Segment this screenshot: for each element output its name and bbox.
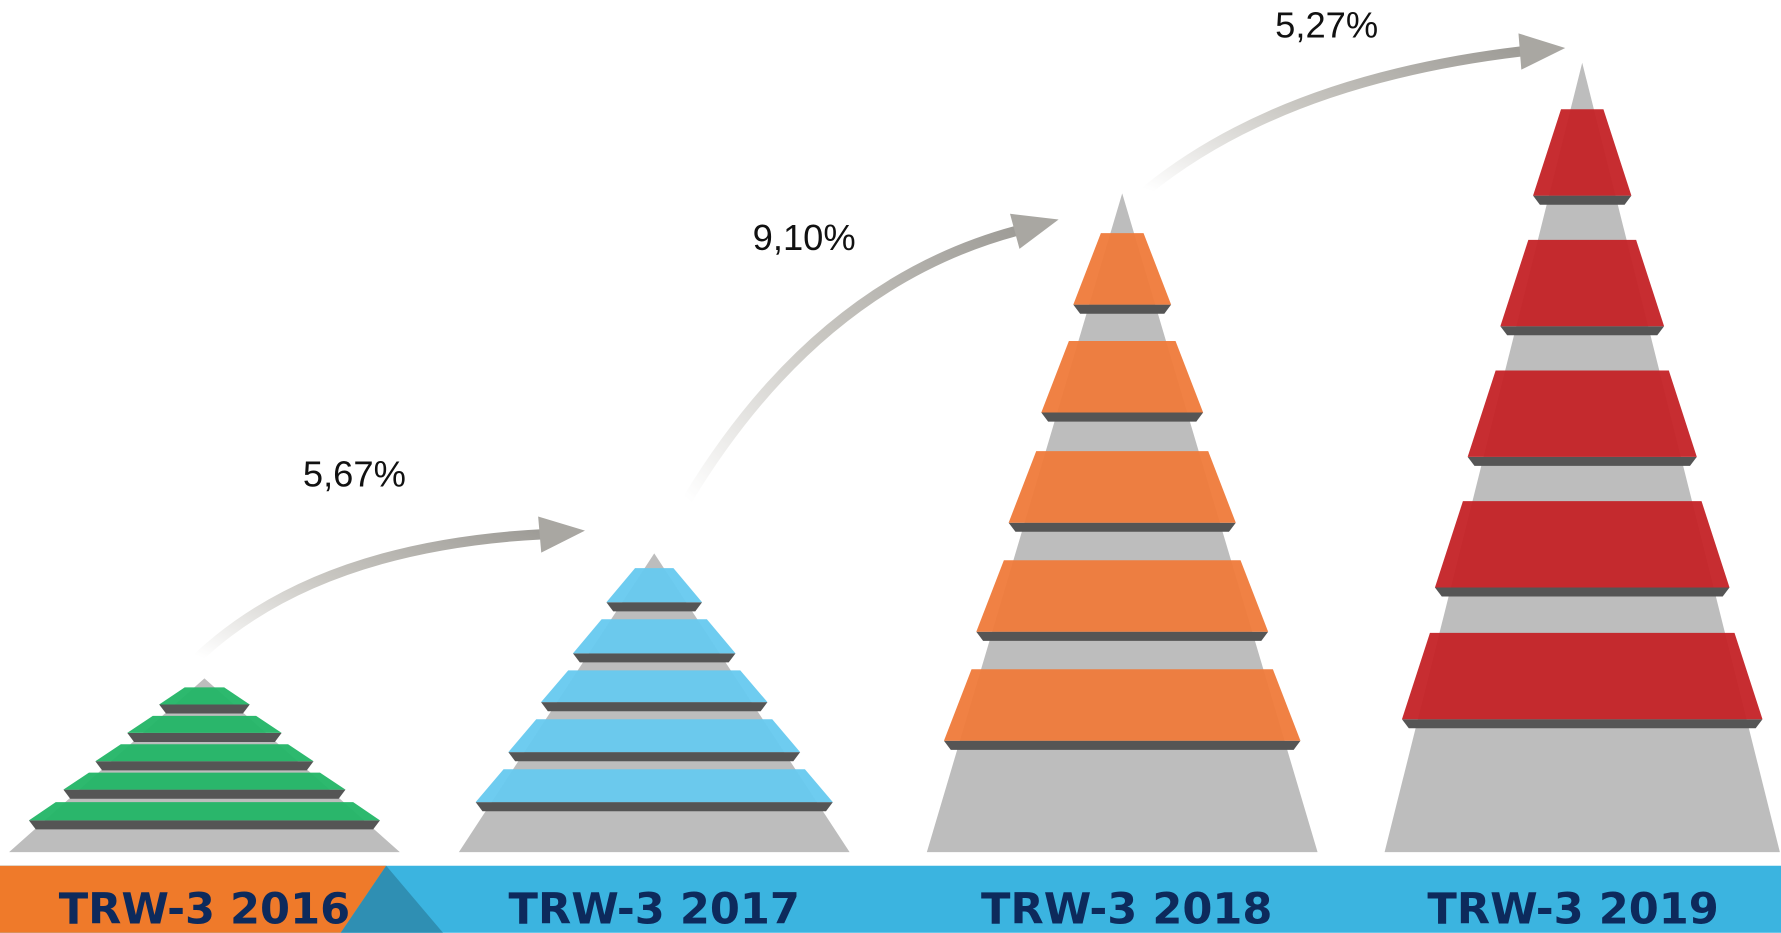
arrow-shaft [1147,51,1522,190]
stripe [1073,233,1171,305]
stripe [63,773,345,790]
stripe [944,669,1301,741]
stripe-shadow [29,820,380,829]
stripe-shadow [1533,196,1631,205]
stripe [1435,501,1730,587]
stripe-shadow [944,741,1301,750]
arrow-head [1010,214,1059,249]
stripe [29,802,380,820]
stripe-shadow [63,790,345,799]
stripe [508,719,800,752]
growth-label: 5,67% [303,453,406,494]
infographic: 5,67%9,10%5,27% TRW-3 2016TRW-3 2017TRW-… [0,0,1781,933]
stripe-shadow [159,704,250,713]
stripe-shadow [1402,719,1763,728]
stripe-shadow [1009,523,1236,532]
stripe [606,568,702,602]
stripe [1500,240,1664,326]
stripe [95,744,313,761]
pyramids: TRW-3 2016 TRW-3 2017 TRW-3 2018 TRW-3 2019 [9,63,1780,933]
stripe-shadow [1468,457,1697,466]
stripe [1009,451,1236,523]
pyramid-label: TRW-3 2019 [1427,885,1718,933]
stripe-shadow [606,602,702,611]
page: {"pyramids": [ {"label": "TRW-3 2016", "… [0,0,1781,933]
stripe-shadow [573,653,736,662]
pyramid-label: TRW-3 2016 [59,885,350,933]
stripe-shadow [976,632,1268,641]
stripe [1402,633,1763,719]
stripe-shadow [476,802,833,811]
pyramid-label: TRW-3 2018 [981,885,1272,933]
stripe [476,769,833,802]
stripe [1041,341,1203,413]
stripe-shadow [1435,587,1730,596]
arrow-shaft [687,231,1016,500]
arrows: 5,67% 9,10% 5,27% [199,5,1565,657]
stripe [159,687,250,704]
stripe-shadow [1041,413,1203,422]
arrow-head [538,516,585,552]
stripe-shadow [95,761,313,770]
stripe-shadow [508,752,800,761]
stripe-shadow [541,702,767,711]
stripe [976,560,1268,632]
pyramid-label: TRW-3 2017 [509,885,800,933]
stripe-shadow [1073,305,1171,314]
growth-label: 5,27% [1275,5,1378,46]
arrow-shaft [199,534,545,657]
stripe-shadow [1500,326,1664,335]
stripe [541,670,767,702]
stripe [127,716,281,733]
stripe [1468,371,1697,457]
stripe [573,619,736,653]
arrow-head [1518,33,1565,69]
stripe [1533,109,1631,195]
stripe-shadow [127,733,281,742]
growth-label: 9,10% [753,217,856,258]
